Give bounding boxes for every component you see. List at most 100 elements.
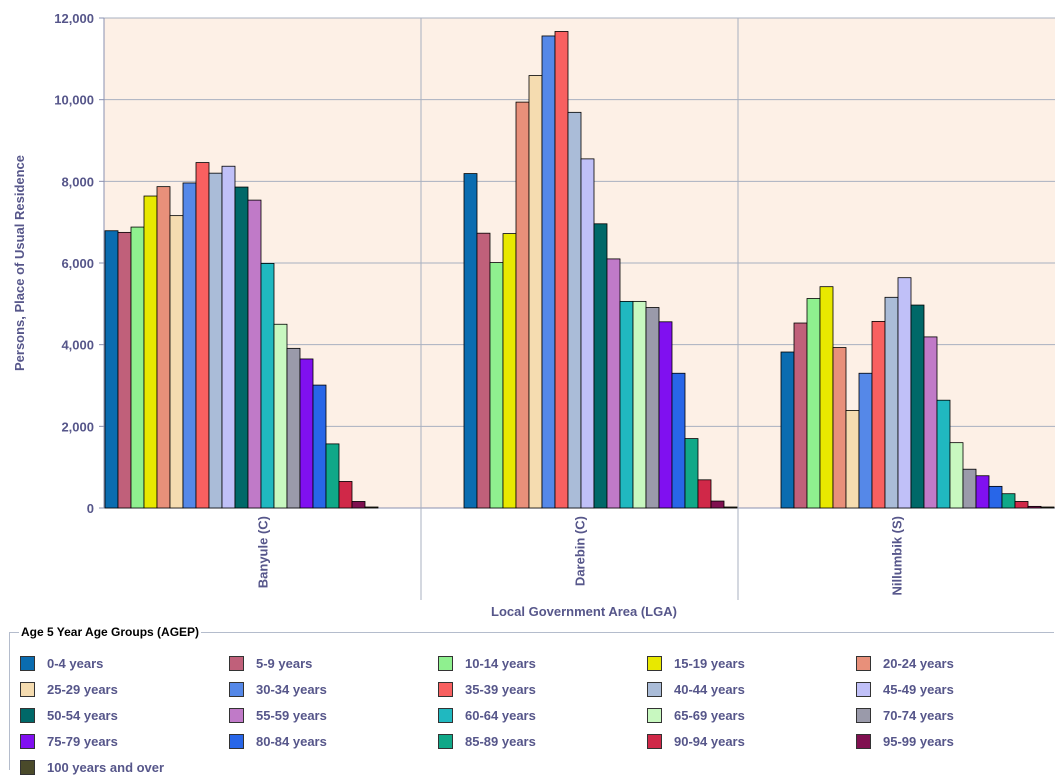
y-tick-label: 6,000 [61,256,94,271]
legend-swatch [20,681,35,697]
legend-item: 0-4 years [20,650,229,676]
bar-1-18 [325,443,340,509]
bar-3-7 [858,372,873,509]
bars [104,31,1055,509]
legend-item: 60-64 years [438,702,647,728]
legend-label: 45-49 years [883,681,954,697]
bar-2-3 [489,262,504,509]
legend-swatch [647,707,662,723]
bar-1-5 [156,186,171,509]
bar-2-20 [710,500,725,509]
bar-3-9 [884,296,899,509]
bar-3-13 [936,399,951,509]
bar-1-6 [169,215,184,509]
bar-3-18 [1001,493,1016,509]
bar-3-11 [910,304,925,509]
bar-1-12 [247,199,262,509]
legend-label: 40-44 years [674,681,745,697]
bar-2-18 [684,438,699,509]
legend-border [9,632,1054,770]
legend-swatch [438,707,453,723]
legend-label: 75-79 years [47,733,118,749]
legend-item: 75-79 years [20,728,229,754]
y-tick-label: 10,000 [54,93,94,108]
bar-1-8 [195,162,210,509]
bar-2-11 [593,223,608,509]
y-tick-label: 8,000 [61,174,94,189]
bar-2-19 [697,479,712,509]
bar-1-3 [130,226,145,509]
x-axis-title: Local Government Area (LGA) [491,604,677,619]
legend-item: 50-54 years [20,702,229,728]
legend-label: 100 years and over [47,759,165,775]
bar-2-13 [619,300,634,509]
bar-3-6 [845,410,860,509]
y-tick-label: 0 [87,501,94,516]
bar-1-9 [208,172,223,509]
bar-2-21 [723,506,738,509]
bar-chart: 0 2,000 4,000 6,000 8,000 10,000 12,000 Banyul… [12,11,1055,619]
legend-item: 70-74 years [856,702,1055,728]
legend-item: 10-14 years [438,650,647,676]
legend-swatch [20,759,35,775]
bar-1-21 [364,506,379,509]
legend-item: 40-44 years [647,676,856,702]
legend-title: Age 5 Year Age Groups (AGEP) [19,624,202,640]
bar-2-4 [502,233,517,509]
legend-swatch [229,733,244,749]
legend-item: 45-49 years [856,676,1055,702]
bar-3-12 [923,336,938,509]
bar-1-19 [338,481,353,509]
legend-item: 55-59 years [229,702,438,728]
legend-label: 25-29 years [47,681,118,697]
legend-label: 95-99 years [883,733,954,749]
legend-item: 80-84 years [229,728,438,754]
x-tick-label: Darebin (C) [573,516,588,586]
bar-3-21 [1040,506,1055,509]
bar-2-15 [645,307,660,509]
legend-label: 60-64 years [465,707,536,723]
x-tick-label: Nillumbik (S) [890,516,905,595]
x-tick-label: Banyule (C) [256,516,271,588]
legend-label: 20-24 years [883,655,954,671]
legend-label: 30-34 years [256,681,327,697]
bar-2-1 [463,173,478,509]
bar-2-17 [671,372,686,509]
legend-label: 15-19 years [674,655,745,671]
legend-item: 85-89 years [438,728,647,754]
bar-1-15 [286,347,301,509]
bar-3-10 [897,277,912,509]
bar-2-16 [658,321,673,509]
legend-swatch [647,733,662,749]
legend-item: 90-94 years [647,728,856,754]
bar-3-8 [871,320,886,509]
legend-label: 5-9 years [256,655,313,671]
legend-item: 20-24 years [856,650,1055,676]
x-axis-ticks: Banyule (C) Darebin (C) Nillumbik (S) [256,516,905,595]
legend-label: 10-14 years [465,655,536,671]
bar-1-7 [182,182,197,509]
legend-label: 65-69 years [674,707,745,723]
bar-3-14 [949,442,964,509]
bar-1-10 [221,165,236,509]
legend-label: 50-54 years [47,707,118,723]
legend-swatch [647,655,662,671]
bar-1-1 [104,230,119,509]
y-axis-ticks: 0 2,000 4,000 6,000 8,000 10,000 12,000 [54,11,104,516]
bar-1-13 [260,263,275,509]
legend-item: 5-9 years [229,650,438,676]
bar-3-3 [806,298,821,509]
bar-2-8 [554,31,569,509]
legend-swatch [438,655,453,671]
legend-swatch [229,681,244,697]
legend-items: 0-4 years 5-9 years 10-14 years 15-19 years… [20,650,1055,780]
legend: Age 5 Year Age Groups (AGEP) 0-4 years 5-… [9,624,1055,775]
legend-swatch [229,707,244,723]
legend-label: 55-59 years [256,707,327,723]
bar-3-17 [988,485,1003,509]
legend-swatch [229,655,244,671]
legend-swatch [20,707,35,723]
legend-item: 100 years and over [20,754,229,780]
bar-3-5 [832,347,847,509]
bar-2-12 [606,258,621,509]
